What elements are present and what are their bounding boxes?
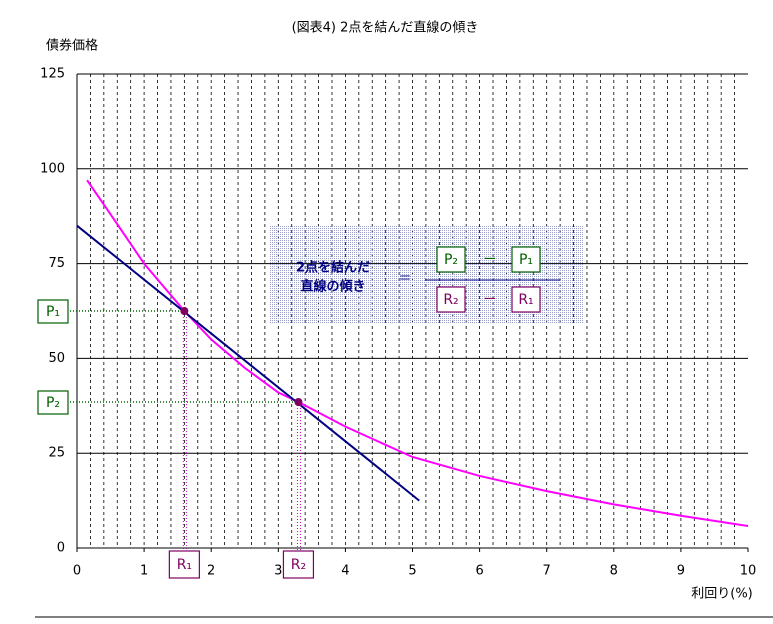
x-tick-label: 4 xyxy=(341,564,349,579)
formula-r2: R₂ xyxy=(443,292,458,308)
x-tick-label: 5 xyxy=(408,564,416,579)
x-tick-label: 10 xyxy=(740,564,757,579)
x-axis-label: 利回り(%) xyxy=(691,587,753,602)
x-tick-label: 1 xyxy=(140,564,148,579)
label-box xyxy=(511,286,541,313)
y-tick-label: 50 xyxy=(48,351,65,366)
y-tick-label: 25 xyxy=(48,446,65,461)
x-tick-label: 3 xyxy=(274,564,282,579)
x-tick-label: 8 xyxy=(610,564,618,579)
formula-text: 直線の傾き xyxy=(300,279,365,295)
chart-title: (図表4) 2点を結んだ直線の傾き xyxy=(292,20,479,36)
formula-equals: ＝ xyxy=(398,272,411,287)
x-tick-label: 9 xyxy=(677,564,685,579)
r-label: R₁ xyxy=(177,557,192,573)
x-tick-label: 7 xyxy=(543,564,551,579)
point xyxy=(180,307,189,315)
point xyxy=(294,398,303,407)
r-label: R₂ xyxy=(291,557,306,573)
label-box xyxy=(37,390,69,415)
series-line xyxy=(76,224,420,502)
y-axis-label: 債券価格 xyxy=(46,38,98,54)
p-label: P₂ xyxy=(46,395,60,411)
formula-minus: ー xyxy=(483,293,496,308)
y-tick-label: 100 xyxy=(40,161,65,176)
formula-p2: P₂ xyxy=(444,252,458,268)
label-box xyxy=(282,550,315,579)
formula-p1: P₁ xyxy=(519,252,533,268)
formula-minus: ー xyxy=(483,253,496,268)
p-label: P₁ xyxy=(46,304,60,320)
x-tick-label: 2 xyxy=(207,564,215,579)
label-box xyxy=(436,286,466,313)
y-tick-label: 0 xyxy=(57,541,65,556)
formula-r1: R₁ xyxy=(518,292,533,308)
label-box xyxy=(511,246,541,273)
formula-text: 2点を結んだ xyxy=(296,260,370,276)
y-tick-label: 75 xyxy=(48,256,65,271)
x-tick-label: 6 xyxy=(475,564,483,579)
label-box xyxy=(37,299,69,324)
label-box xyxy=(436,246,466,273)
label-box xyxy=(168,550,200,579)
x-tick-label: 0 xyxy=(73,564,81,579)
y-tick-label: 125 xyxy=(40,67,65,82)
